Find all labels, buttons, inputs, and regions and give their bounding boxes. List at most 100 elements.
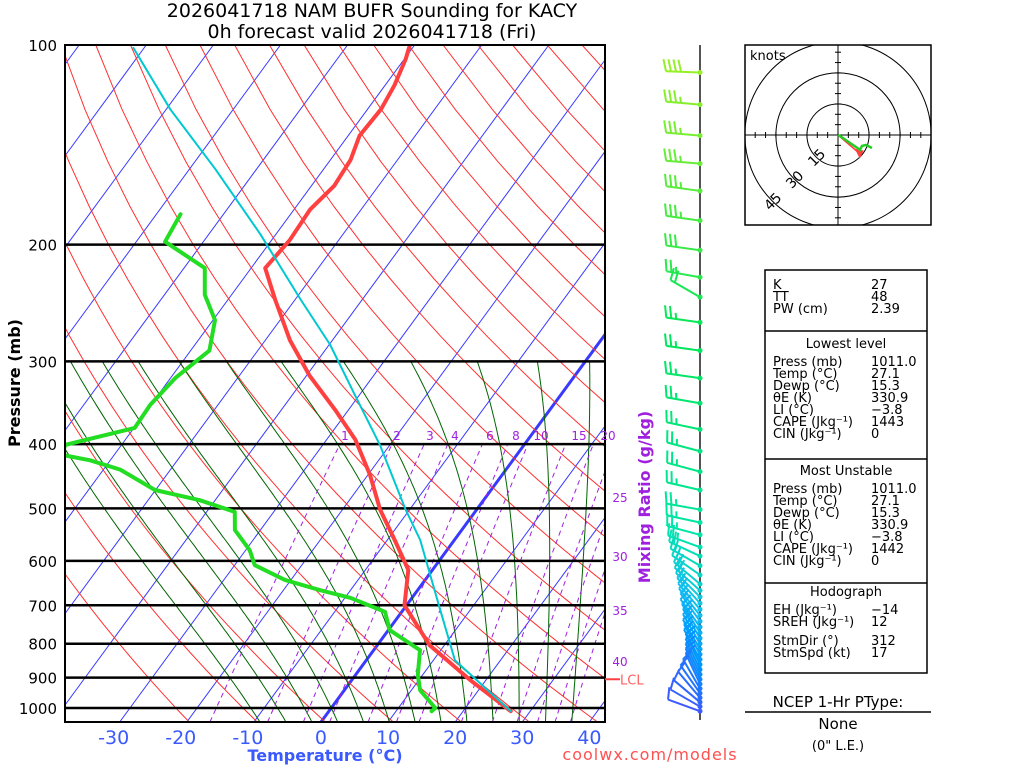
- wind-barb-staff: [673, 679, 701, 703]
- wind-barb-staff: [679, 664, 701, 694]
- wind-barb-staff: [668, 540, 701, 557]
- wind-barb-base: [697, 704, 703, 710]
- wind-barb-base: [697, 247, 703, 253]
- stat-label: TT: [772, 290, 789, 305]
- dry-adiabat-line: [65, 54, 598, 722]
- temperature-tick-label: 30: [510, 727, 534, 749]
- stat-label: K: [773, 278, 782, 293]
- x-axis-label: Temperature (°C): [247, 746, 402, 765]
- wind-barb-staff: [673, 561, 701, 585]
- wind-barb-staff: [671, 554, 701, 576]
- isotherm-line: [65, 45, 416, 523]
- wind-barb-staff: [666, 344, 701, 352]
- pressure-tick-label: 300: [28, 353, 57, 371]
- stat-value: 330.9: [871, 518, 908, 533]
- wind-barb-flag: [664, 384, 668, 398]
- dry-adiabat-line: [234, 45, 605, 492]
- stat-value: 330.9: [871, 391, 908, 406]
- moist-adiabat-line: [69, 361, 313, 722]
- mixing-ratio-label: 15: [571, 429, 586, 443]
- wind-barb-flag: [672, 59, 677, 72]
- moist-adiabat-line: [101, 361, 339, 722]
- wind-barb-base: [697, 544, 703, 550]
- wind-barb-flag: [663, 89, 668, 102]
- wind-barb-base: [697, 572, 703, 578]
- wind-barb-flag: [673, 90, 678, 103]
- wind-barb-base: [697, 563, 703, 569]
- stat-label: LI (°C): [773, 403, 814, 418]
- wind-barb-base: [697, 188, 703, 194]
- moist-adiabat-line: [342, 361, 468, 722]
- mixing-ratio-line: [209, 443, 341, 722]
- temperature-tick-label: 10: [376, 727, 400, 749]
- wind-barb-staff: [666, 244, 701, 252]
- ptype-amount: (0" L.E.): [812, 739, 864, 754]
- dry-adiabat-line: [65, 573, 190, 722]
- stat-value: 15.3: [871, 506, 900, 521]
- wind-barb-base: [697, 630, 703, 636]
- wind-barb-flag: [682, 599, 693, 610]
- stat-value: 312: [871, 634, 896, 649]
- wind-barb: [665, 409, 703, 432]
- mixing-ratio-line: [367, 444, 483, 722]
- mixing-ratio-label: 40: [612, 655, 627, 669]
- stat-value: 15.3: [871, 379, 900, 394]
- wind-barb-base: [697, 618, 703, 624]
- wind-barb-flag: [664, 233, 668, 246]
- mixing-ratio-line: [267, 443, 393, 722]
- moist-adiabat-line: [65, 447, 261, 722]
- wind-barb-staff: [684, 643, 701, 675]
- wind-barb-flag: [664, 173, 668, 187]
- wind-barb-flag: [671, 543, 678, 556]
- wind-barb-staff: [670, 547, 701, 567]
- pressure-tick-label: 700: [28, 597, 57, 615]
- site-credit[interactable]: coolwx.com/models: [562, 745, 737, 764]
- stat-label: PW (cm): [773, 302, 828, 317]
- dry-adiabat-line: [65, 409, 326, 722]
- wind-barb-flag: [667, 59, 672, 72]
- wind-barb-flag: [685, 644, 696, 654]
- wind-barb-staff: [666, 481, 701, 491]
- stat-value: 0: [871, 554, 879, 569]
- wind-barb-base: [697, 487, 703, 493]
- wind-barb-staff: [682, 658, 701, 690]
- stat-value: 0: [871, 427, 879, 442]
- wind-barb-flag: [685, 639, 696, 650]
- pressure-tick-label: 800: [28, 636, 57, 654]
- wind-barb-base: [697, 375, 703, 381]
- plot-frame: [64, 44, 606, 723]
- wind-barb-flag: [664, 333, 668, 346]
- wind-barb-base: [697, 274, 703, 280]
- mixing-ratio-label: 1: [341, 429, 349, 443]
- stat-value: 12: [871, 615, 888, 630]
- stat-value: 27.1: [871, 367, 900, 382]
- wind-barb-flag: [668, 174, 673, 188]
- stat-value: 27: [871, 278, 888, 293]
- wind-barb-base: [697, 294, 703, 300]
- wind-barb-base: [697, 532, 703, 538]
- wind-barb: [669, 677, 703, 710]
- wind-barb-staff: [677, 671, 701, 699]
- wind-barb-base: [697, 708, 703, 714]
- temperature-tick-label: -30: [98, 727, 129, 749]
- wind-barb-flag: [664, 258, 668, 272]
- wind-barb-flag: [664, 203, 668, 216]
- mixing-ratio-label: 2: [393, 429, 401, 443]
- temperature-tick-label: -20: [165, 727, 196, 749]
- wind-barb: [673, 550, 703, 587]
- wind-barb-flag: [671, 524, 676, 538]
- wind-barb-half-flag: [684, 613, 691, 620]
- wind-barb-flag: [663, 120, 668, 133]
- wind-barb-staff: [666, 100, 701, 106]
- dry-adiabat-line: [65, 240, 462, 722]
- wind-barb-staff: [674, 567, 701, 592]
- wind-barb-staff: [665, 70, 701, 74]
- mixing-ratio-label: 35: [612, 604, 627, 618]
- wind-barb: [663, 148, 703, 167]
- ptype-heading: NCEP 1-Hr PType:: [773, 693, 904, 711]
- wind-barb-flag: [685, 635, 696, 645]
- mixing-ratio-label: 30: [612, 550, 627, 564]
- wind-barb-base: [697, 553, 703, 559]
